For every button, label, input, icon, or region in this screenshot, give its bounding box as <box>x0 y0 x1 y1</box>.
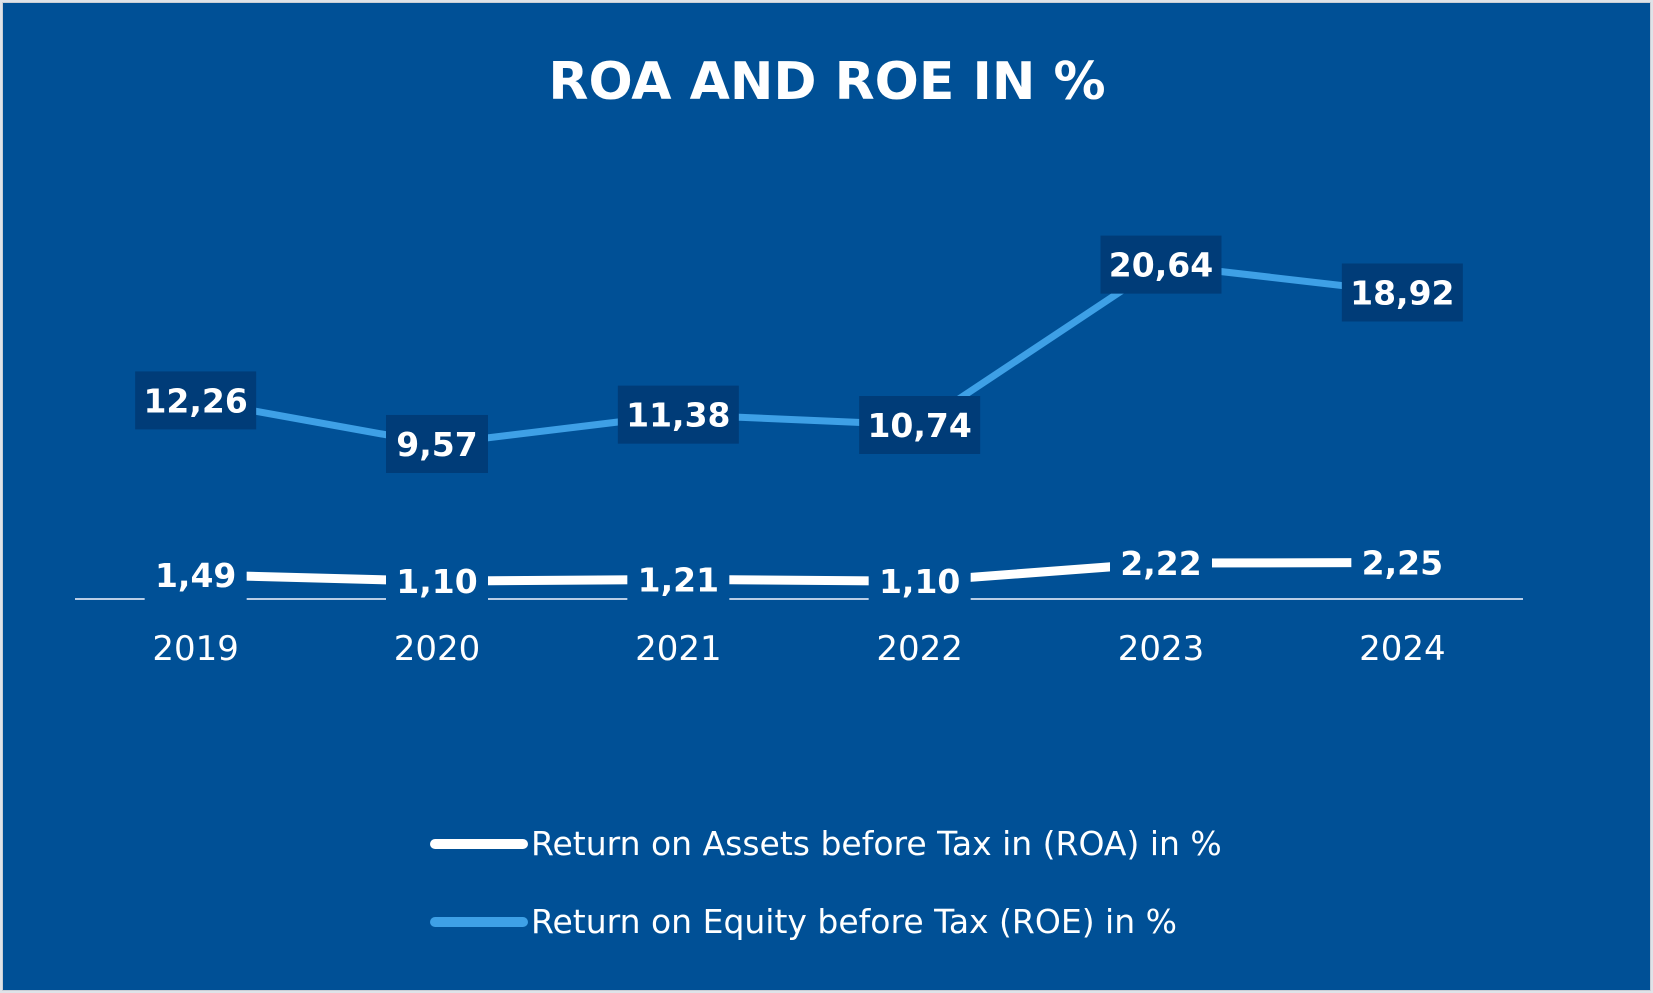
x-tick-label-2023: 2023 <box>1118 629 1205 669</box>
data-label-roe-2020: 9,57 <box>396 425 477 464</box>
data-label-box-roa-2023 <box>1110 534 1212 593</box>
data-label-box-roa-2019 <box>144 545 247 604</box>
data-label-roe-2022: 10,74 <box>867 406 971 445</box>
line-chart: ROA AND ROE IN % 2019 2020 2021 2022 2023 202… <box>3 3 1650 990</box>
legend-label-roe: Return on Equity before Tax (ROE) in % <box>531 902 1177 941</box>
data-label-roa-2021: 1,21 <box>638 560 719 599</box>
data-label-box-roa-2020 <box>386 552 488 611</box>
data-label-roa-2023: 2,22 <box>1120 544 1201 583</box>
data-label-roa-2022: 1,10 <box>879 562 960 601</box>
x-tick-label-2021: 2021 <box>635 629 722 669</box>
data-label-box-roe-2020 <box>386 414 488 473</box>
x-tick-label-2022: 2022 <box>876 629 963 669</box>
chart-title: ROA AND ROE IN % <box>548 52 1105 112</box>
data-label-box-roe-2019 <box>135 371 257 430</box>
x-tick-label-2024: 2024 <box>1359 629 1446 669</box>
data-label-box-roa-2024 <box>1351 533 1454 592</box>
data-label-box-roe-2021 <box>617 385 739 444</box>
legend-label-roa: Return on Assets before Tax in (ROA) in … <box>531 824 1222 863</box>
data-label-box-roe-2024 <box>1341 263 1463 322</box>
data-label-box-roe-2022 <box>859 396 981 455</box>
data-label-roe-2019: 12,26 <box>143 381 247 420</box>
data-label-roe-2024: 18,92 <box>1350 273 1454 312</box>
data-label-roa-2019: 1,49 <box>155 556 236 595</box>
data-label-roe-2023: 20,64 <box>1109 246 1213 285</box>
chart-background <box>3 3 1650 990</box>
data-label-box-roa-2022 <box>868 552 971 611</box>
data-label-box-roe-2023 <box>1100 235 1222 294</box>
data-label-roa-2024: 2,25 <box>1362 544 1443 583</box>
data-label-roe-2021: 11,38 <box>626 396 730 435</box>
data-label-roa-2020: 1,10 <box>396 562 477 601</box>
x-tick-label-2019: 2019 <box>152 629 239 669</box>
x-tick-label-2020: 2020 <box>394 629 481 669</box>
data-label-box-roa-2021 <box>627 550 730 609</box>
